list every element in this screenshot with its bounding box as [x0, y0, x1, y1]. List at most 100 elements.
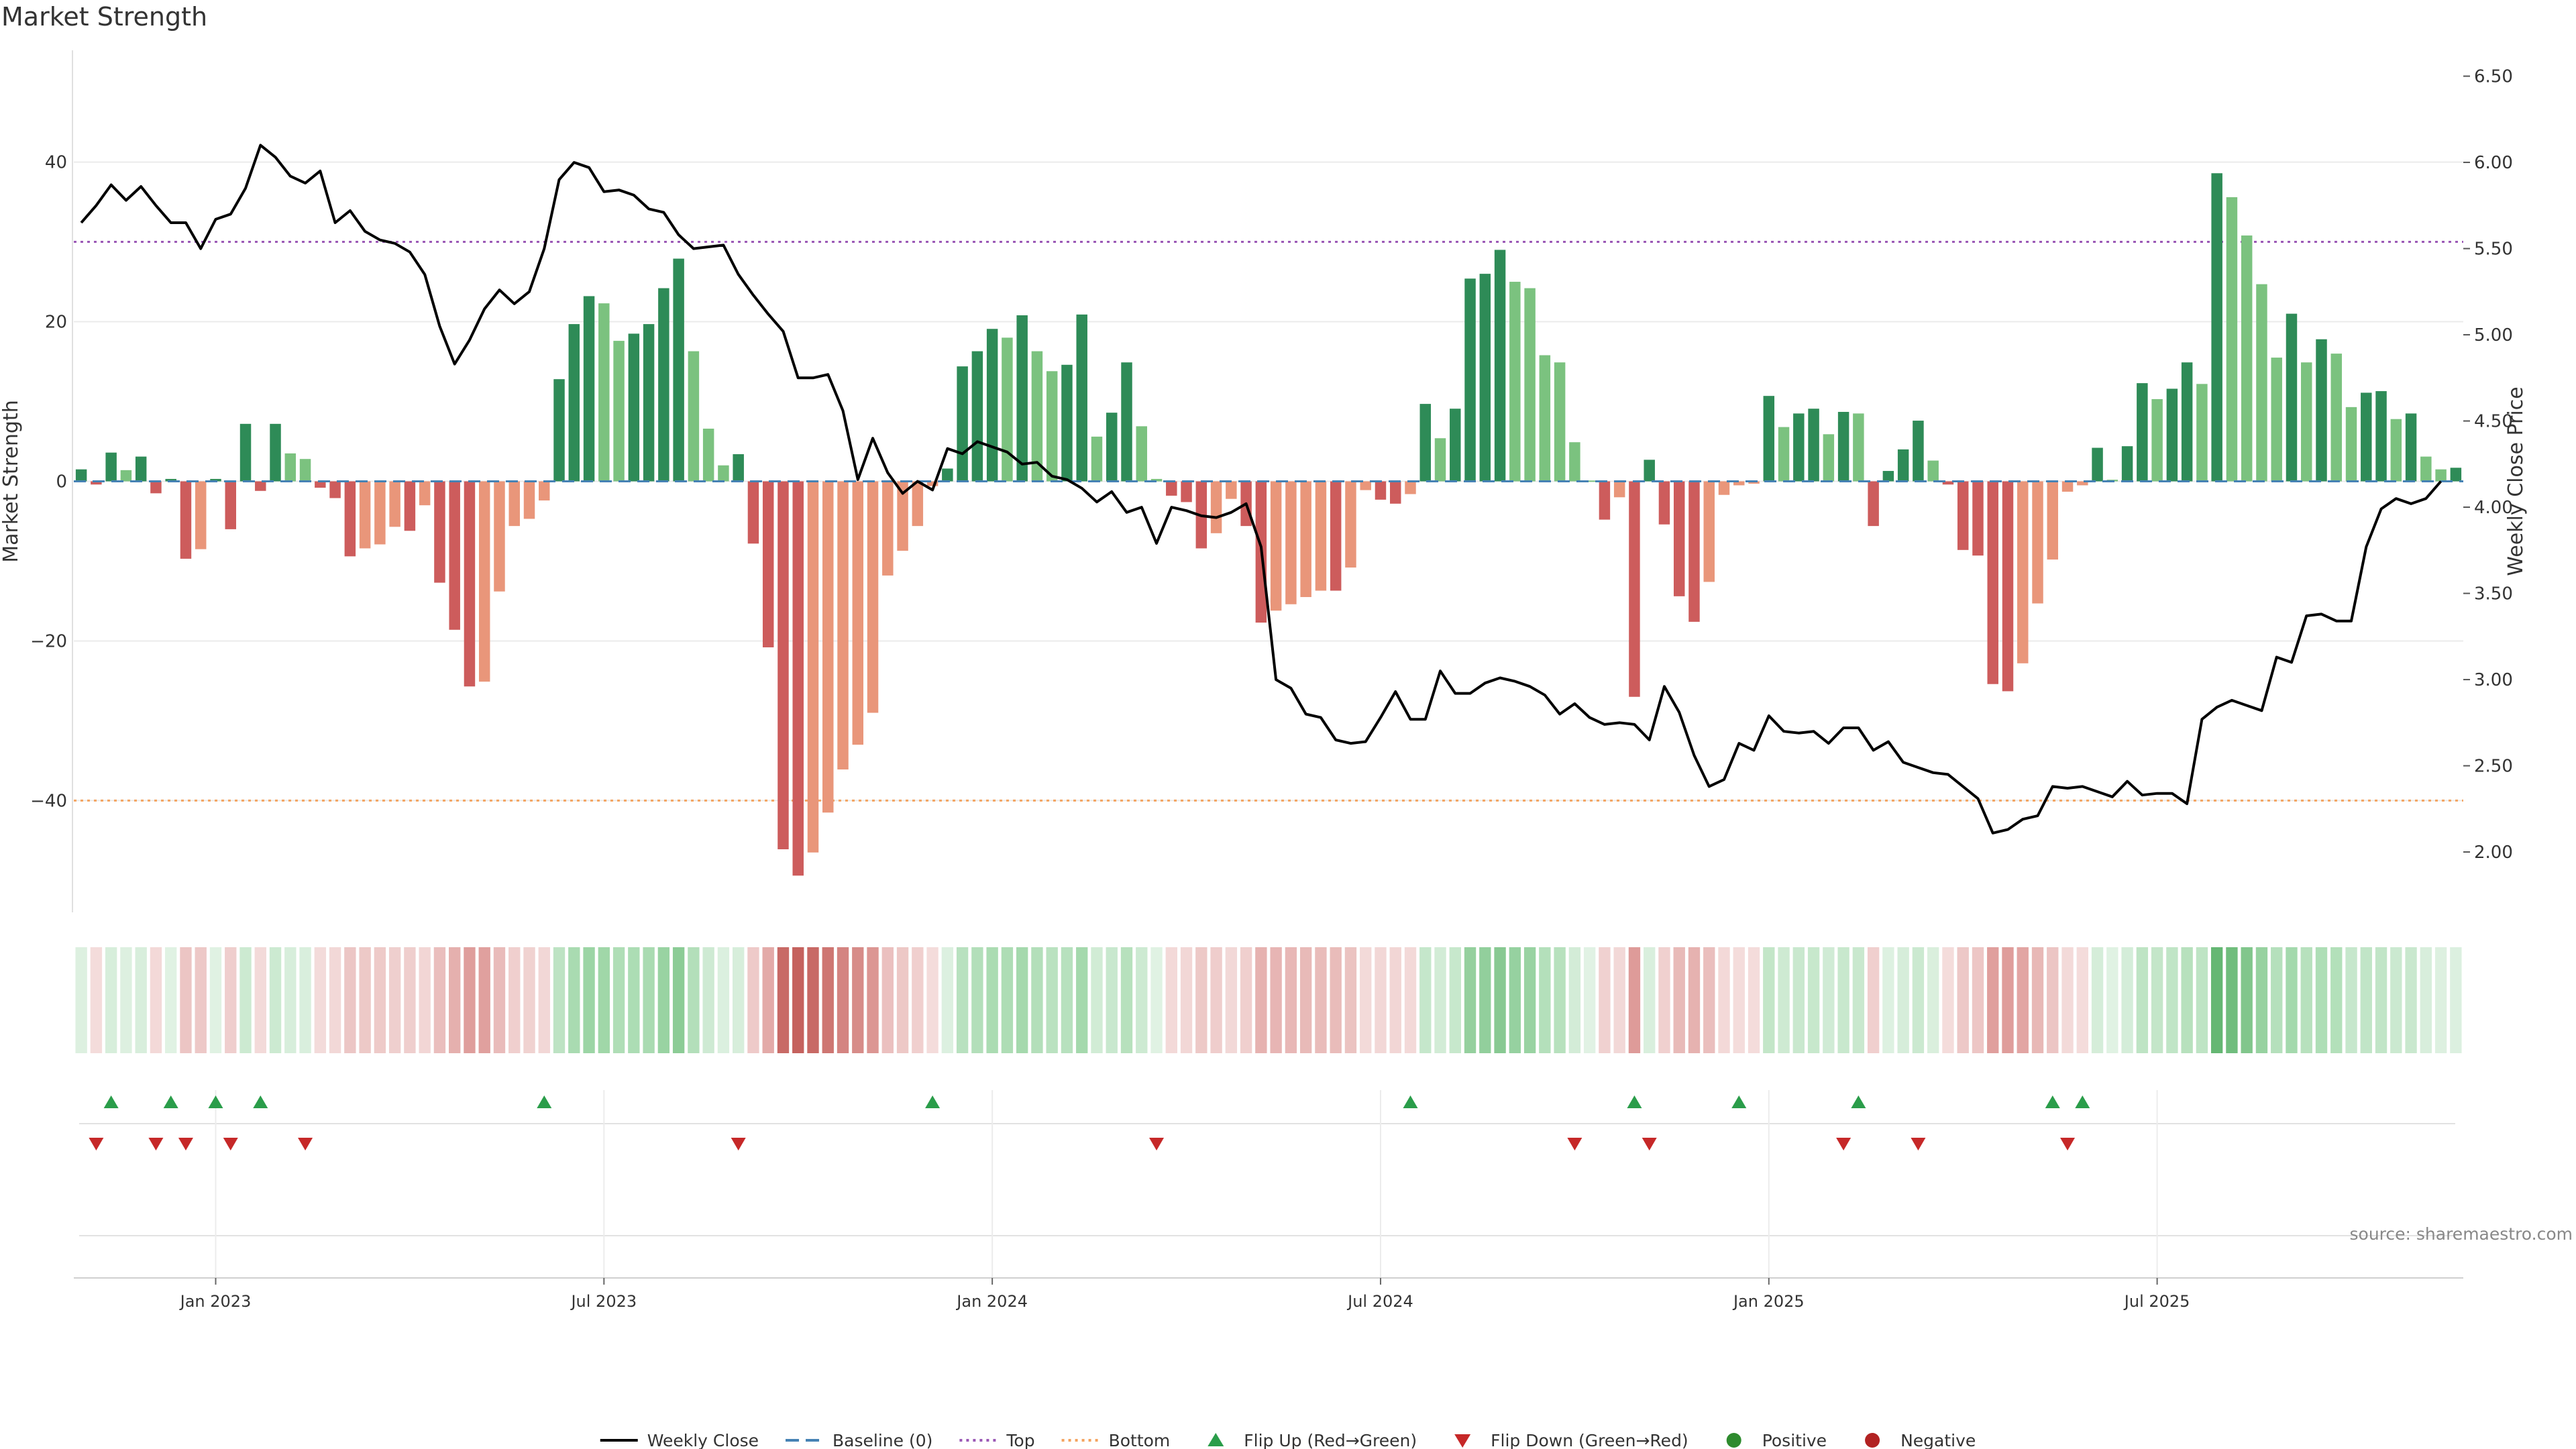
strength-bar	[1599, 481, 1611, 520]
heat-cell	[1957, 947, 1969, 1053]
heat-cell	[1644, 947, 1656, 1053]
heat-cell	[2136, 947, 2149, 1053]
strength-bar	[464, 481, 476, 687]
heat-cell	[2151, 947, 2163, 1053]
heat-cell	[807, 947, 819, 1053]
heat-cell	[1778, 947, 1790, 1053]
heat-cell	[732, 947, 745, 1053]
heat-cell	[1404, 947, 1417, 1053]
heat-cell	[747, 947, 759, 1053]
strength-bar	[1733, 481, 1745, 486]
heat-cell	[1568, 947, 1581, 1053]
heat-cell	[2375, 947, 2387, 1053]
heat-cell	[2255, 947, 2268, 1053]
heat-cell	[1419, 947, 1432, 1053]
strength-bar	[225, 481, 236, 529]
flip-up-marker	[1627, 1095, 1642, 1108]
flip-down-marker	[731, 1138, 746, 1150]
strength-bar	[1002, 337, 1013, 482]
heat-cell	[852, 947, 864, 1053]
chart-title: Market Strength	[1, 2, 207, 32]
heat-cell	[388, 947, 401, 1053]
heat-cell	[2076, 947, 2088, 1053]
heat-cell	[2047, 947, 2059, 1053]
heat-cell	[493, 947, 506, 1053]
heat-cell	[135, 947, 147, 1053]
heat-cell	[1688, 947, 1701, 1053]
heat-cell	[2450, 947, 2462, 1053]
strength-bar	[777, 481, 789, 850]
strength-bar	[1524, 288, 1536, 482]
strength-bar	[1150, 478, 1163, 482]
strength-bar	[449, 481, 460, 630]
heat-cell	[672, 947, 685, 1053]
strength-bar	[91, 481, 102, 485]
strength-bar	[2435, 469, 2447, 482]
y-tick-label: −20	[30, 631, 67, 651]
date-axis: Jan 2023 Jul 2023 Jan 2024 Jul 2024 Jan 2025…	[74, 1277, 2463, 1311]
heat-cell	[1076, 947, 1088, 1053]
y-axis-label: Market Strength	[0, 400, 23, 562]
heat-cell	[1987, 947, 1999, 1053]
strength-bar	[2077, 481, 2088, 486]
heat-cell	[1285, 947, 1297, 1053]
strength-bar	[658, 288, 669, 482]
y-tick-label: 0	[56, 472, 67, 492]
strength-bar	[2032, 481, 2043, 604]
strength-bar	[1046, 371, 1058, 482]
legend-label: Flip Up (Red→Green)	[1244, 1431, 1417, 1449]
strength-bar	[1629, 481, 1640, 697]
strength-bar	[195, 481, 207, 549]
strength-bar	[1569, 442, 1580, 482]
legend-flip-down-icon	[1454, 1434, 1471, 1448]
strength-bar	[2196, 384, 2208, 482]
heat-cell	[1389, 947, 1401, 1053]
flip-down-marker	[298, 1138, 313, 1150]
heat-cell	[433, 947, 446, 1053]
strength-bar	[120, 470, 132, 482]
strength-bar	[180, 481, 192, 559]
strength-bar	[837, 481, 849, 770]
y2-tick-label: 2.50	[2474, 757, 2513, 777]
heat-cell	[508, 947, 521, 1053]
flip-up-marker	[253, 1095, 268, 1108]
strength-bar	[1076, 314, 1087, 482]
y2-tick-label: 3.00	[2474, 670, 2513, 690]
y2-tick-label: 3.50	[2474, 584, 2513, 604]
heat-cell	[717, 947, 730, 1053]
heat-cell	[1897, 947, 1909, 1053]
heat-cell	[1165, 947, 1177, 1053]
heat-cell	[359, 947, 371, 1053]
flip-up-marker	[208, 1095, 223, 1108]
strength-bar	[702, 428, 714, 482]
strength-bar	[1494, 250, 1506, 482]
heat-cell	[792, 947, 804, 1053]
weekly-close-line	[80, 144, 2443, 835]
strength-bar	[1031, 351, 1043, 482]
strength-bar	[135, 456, 147, 482]
legend-label: Weekly Close	[647, 1431, 759, 1449]
legend-label: Negative	[1900, 1431, 1976, 1449]
strength-bar	[2061, 481, 2074, 492]
strength-bar	[733, 454, 744, 482]
strength-bar	[718, 465, 729, 482]
strength-bar	[807, 481, 819, 853]
strength-bar	[1434, 438, 1446, 482]
heat-cell	[2434, 947, 2447, 1053]
flip-down-marker	[1149, 1138, 1165, 1150]
strength-bar	[1091, 436, 1103, 482]
heat-cell	[1539, 947, 1551, 1053]
strength-bar	[239, 423, 252, 482]
strength-bar	[912, 481, 924, 527]
strength-bar	[1658, 481, 1670, 525]
heat-cell	[2420, 947, 2432, 1053]
heat-cell	[1583, 947, 1596, 1053]
flip-up-marker	[537, 1095, 552, 1108]
strength-bar	[957, 366, 968, 482]
heat-cell	[329, 947, 341, 1053]
heat-cell	[2390, 947, 2402, 1053]
heat-cell	[1449, 947, 1461, 1053]
y2-tick-label: 4.00	[2474, 498, 2513, 518]
strength-bar	[2002, 481, 2014, 692]
strength-bar	[942, 468, 953, 482]
